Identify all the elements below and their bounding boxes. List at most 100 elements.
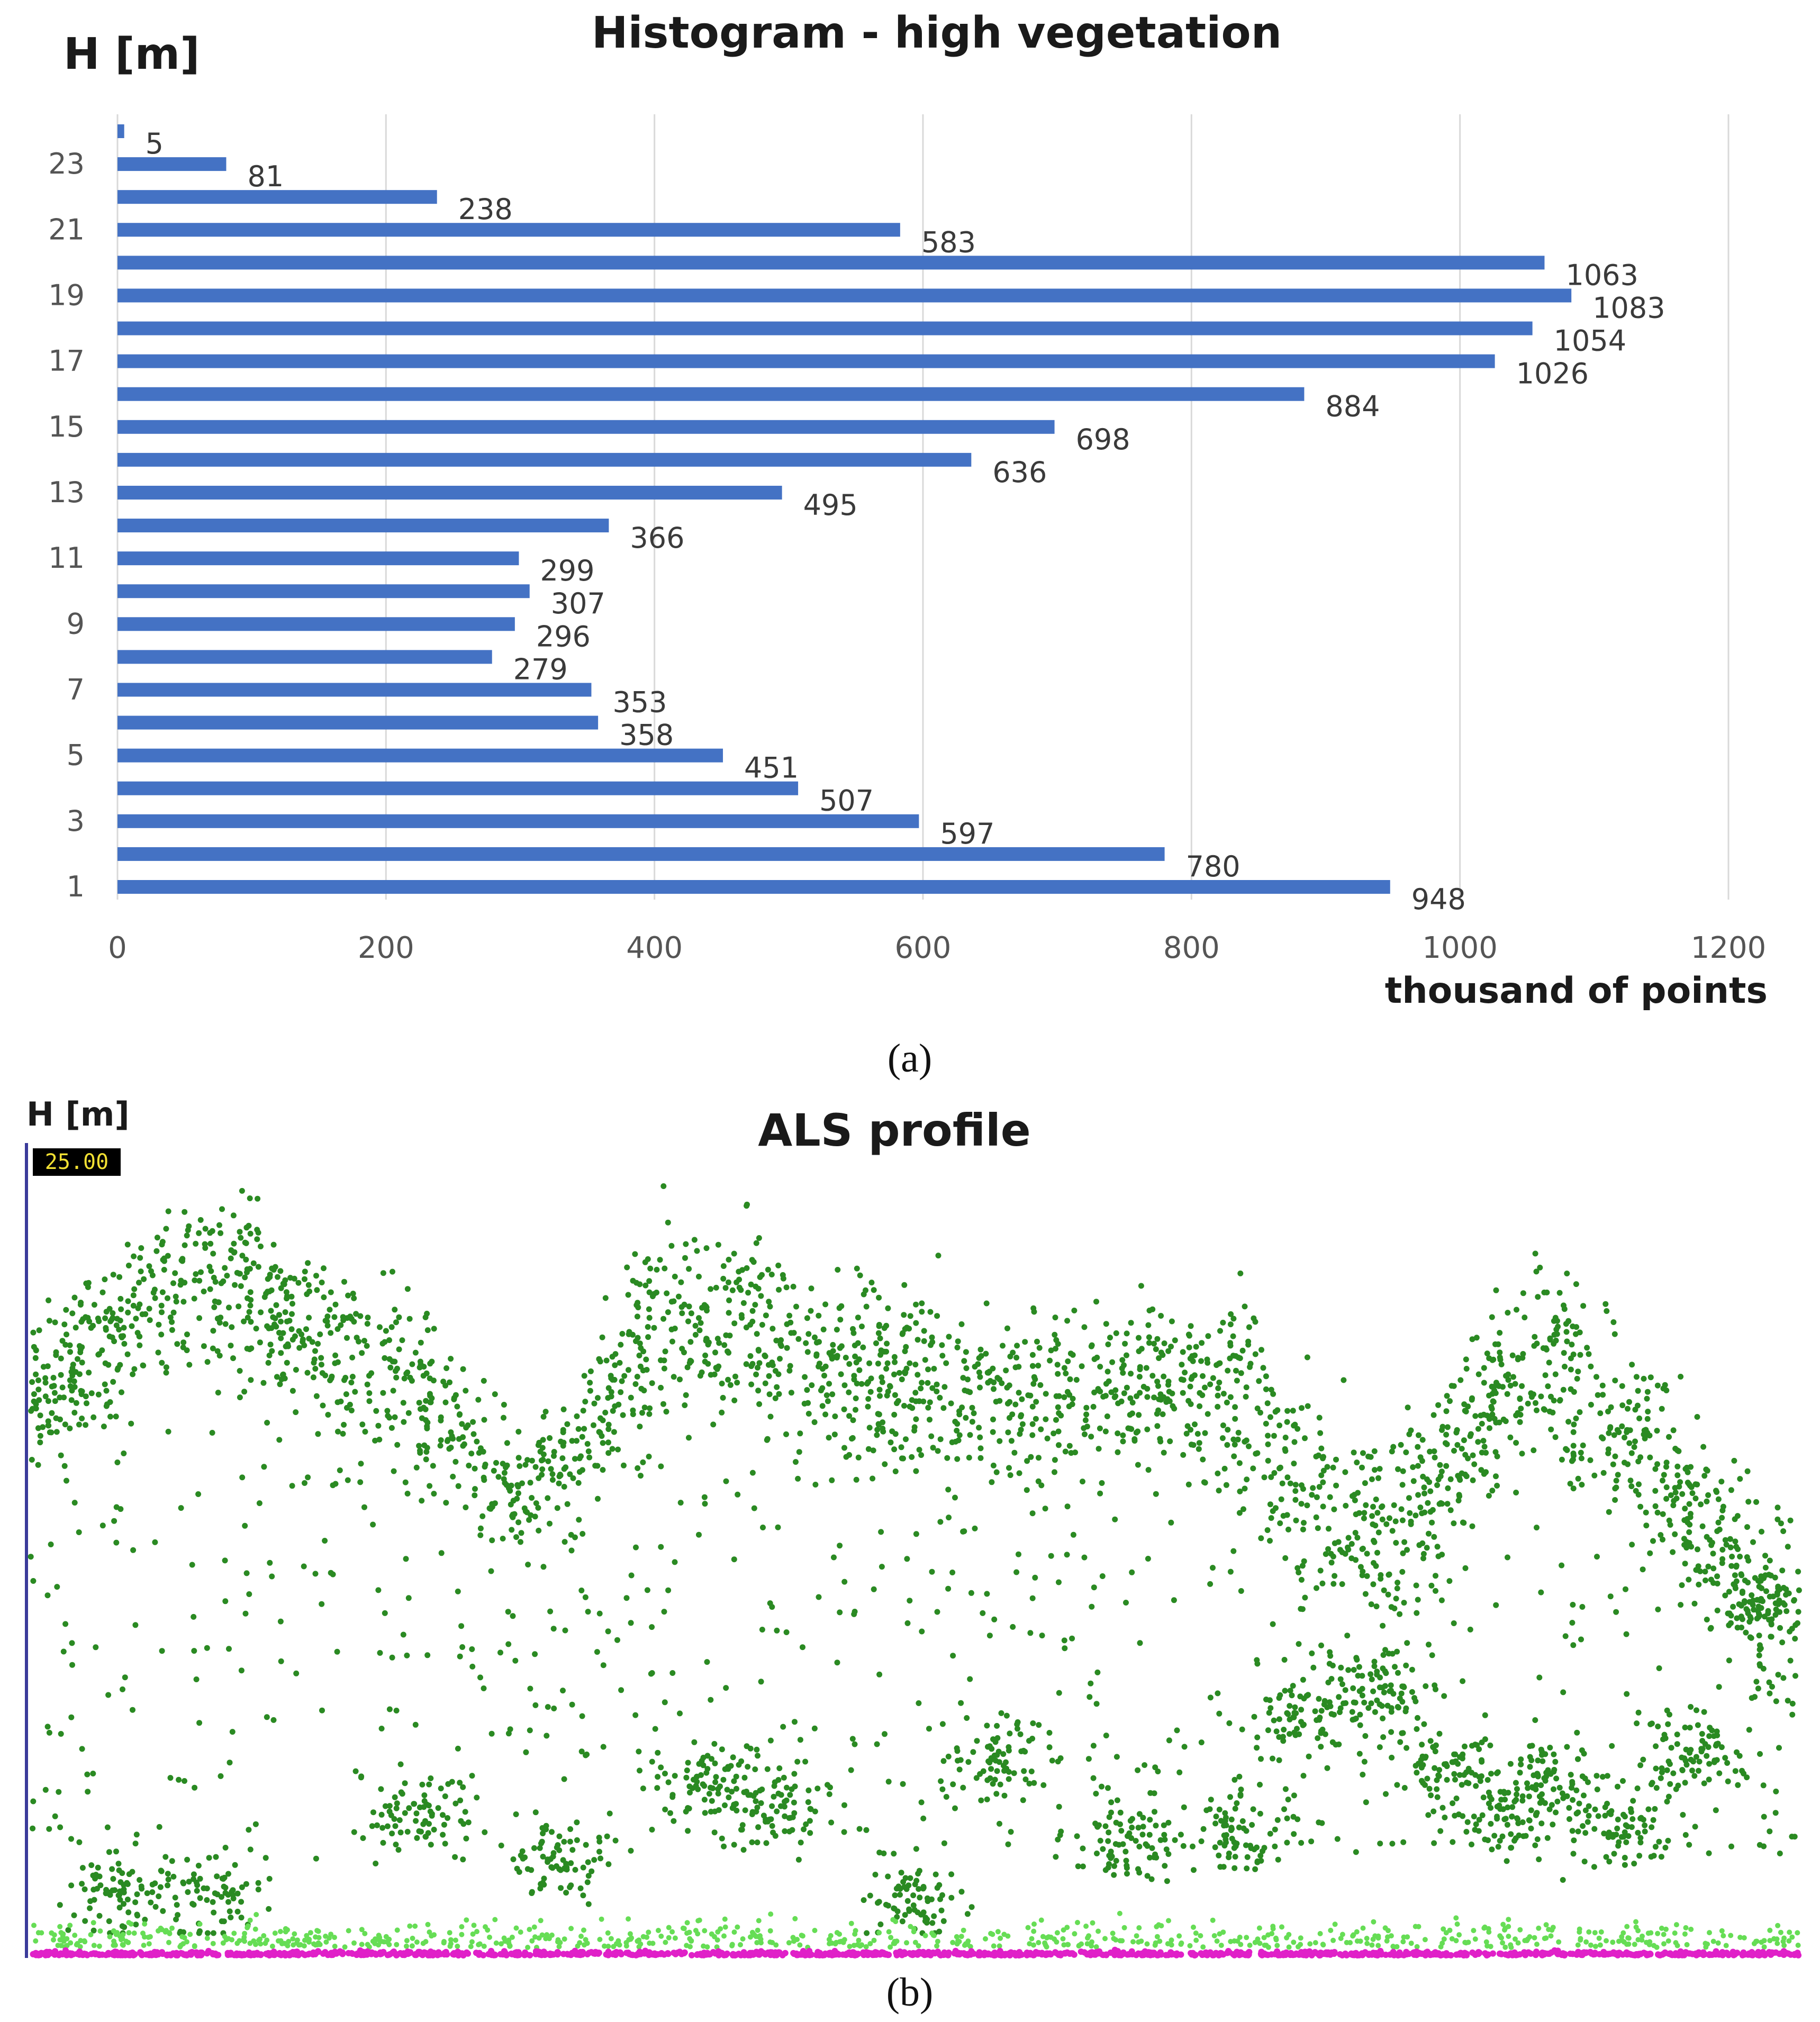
point-low-veg <box>904 1940 909 1946</box>
point-high-veg <box>1242 1485 1248 1492</box>
point-high-veg <box>1354 1656 1360 1663</box>
point-low-veg <box>663 1939 668 1945</box>
point-high-veg <box>1439 1552 1445 1558</box>
point-high-veg <box>805 1331 812 1337</box>
point-high-veg <box>753 1240 759 1246</box>
point-high-veg <box>1144 1426 1151 1432</box>
point-high-veg <box>793 1459 799 1465</box>
point-high-veg <box>421 1364 427 1370</box>
point-high-veg <box>1007 1472 1013 1479</box>
point-high-veg <box>228 1247 234 1253</box>
point-high-veg <box>437 1443 443 1449</box>
point-high-veg <box>1395 1670 1401 1676</box>
point-low-veg <box>599 1916 604 1922</box>
point-high-veg <box>1113 1330 1119 1336</box>
point-high-veg <box>641 1404 648 1411</box>
point-high-veg <box>69 1640 75 1646</box>
point-high-veg <box>1574 1729 1580 1736</box>
point-high-veg <box>69 1662 75 1668</box>
point-high-veg <box>758 1679 764 1685</box>
point-high-veg <box>790 1283 796 1290</box>
point-high-veg <box>1552 1314 1559 1321</box>
point-high-veg <box>1722 1592 1728 1599</box>
point-high-veg <box>229 1324 235 1330</box>
point-high-veg <box>775 1790 782 1797</box>
point-high-veg <box>1201 1479 1207 1485</box>
point-high-veg <box>1451 1448 1457 1454</box>
point-high-veg <box>59 1384 66 1391</box>
point-low-veg <box>995 1929 1001 1935</box>
point-high-veg <box>40 1424 46 1430</box>
point-high-veg <box>173 1916 179 1923</box>
point-high-veg <box>152 1295 158 1301</box>
point-low-veg <box>1506 1934 1511 1939</box>
point-low-veg <box>605 1944 611 1949</box>
point-high-veg <box>796 1449 802 1455</box>
point-high-veg <box>443 1500 449 1506</box>
point-high-veg <box>173 1293 179 1300</box>
point-high-veg <box>1348 1541 1355 1547</box>
point-high-veg <box>881 1325 888 1331</box>
point-high-veg <box>1055 1428 1062 1435</box>
point-high-veg <box>99 1522 106 1529</box>
point-high-veg <box>1043 1416 1049 1422</box>
point-high-veg <box>288 1326 295 1332</box>
bar-h-21 <box>117 223 900 237</box>
point-high-veg <box>1105 1341 1111 1347</box>
point-low-veg <box>278 1929 283 1934</box>
point-high-veg <box>267 1341 274 1348</box>
point-high-veg <box>595 1495 601 1502</box>
point-low-veg <box>669 1929 675 1935</box>
point-high-veg <box>1469 1397 1475 1403</box>
point-high-veg <box>856 1826 863 1832</box>
point-low-veg <box>1741 1935 1747 1941</box>
point-high-veg <box>1265 1432 1271 1439</box>
point-high-veg <box>938 1778 944 1784</box>
point-high-veg <box>1571 1421 1577 1428</box>
point-high-veg <box>537 1885 544 1892</box>
point-high-veg <box>1605 1834 1611 1840</box>
point-high-veg <box>1276 1695 1282 1701</box>
point-high-veg <box>394 1800 400 1807</box>
point-high-veg <box>1433 1573 1438 1579</box>
point-high-veg <box>1611 1432 1617 1438</box>
point-high-veg <box>1231 1453 1237 1459</box>
point-high-veg <box>1787 1657 1794 1664</box>
point-high-veg <box>61 1394 67 1401</box>
point-high-veg <box>811 1419 818 1425</box>
point-low-veg <box>1578 1937 1583 1943</box>
point-high-veg <box>744 1203 750 1209</box>
point-high-veg <box>1364 1550 1370 1557</box>
point-high-veg <box>1379 1703 1385 1709</box>
point-high-veg <box>1006 1744 1012 1750</box>
point-low-veg <box>169 1925 175 1931</box>
point-high-veg <box>180 1880 187 1887</box>
point-high-veg <box>1508 1845 1514 1851</box>
point-high-veg <box>1529 1743 1535 1749</box>
point-high-veg <box>813 1351 820 1357</box>
point-high-veg <box>1271 1717 1277 1724</box>
point-high-veg <box>246 1309 252 1315</box>
point-high-veg <box>413 1464 420 1471</box>
point-high-veg <box>1541 1289 1547 1295</box>
point-high-veg <box>1263 1386 1269 1392</box>
point-high-veg <box>430 1463 436 1469</box>
point-high-veg <box>1567 1816 1572 1822</box>
point-high-veg <box>1362 1591 1369 1597</box>
point-high-veg <box>637 1340 643 1347</box>
point-low-veg <box>768 1911 774 1917</box>
point-high-veg <box>1365 1705 1372 1711</box>
point-high-veg <box>763 1816 769 1822</box>
point-high-veg <box>1344 1633 1351 1639</box>
point-high-veg <box>1635 1458 1642 1465</box>
point-high-veg <box>993 1469 1000 1475</box>
point-high-veg <box>1417 1504 1424 1511</box>
point-high-veg <box>1538 1393 1544 1400</box>
point-high-veg <box>452 1458 459 1465</box>
point-high-veg <box>709 1756 714 1762</box>
point-high-veg <box>1614 1825 1620 1831</box>
point-high-veg <box>1112 1516 1118 1522</box>
point-high-veg <box>1071 1308 1077 1313</box>
point-high-veg <box>1706 1733 1713 1739</box>
point-high-veg <box>1075 1863 1081 1870</box>
